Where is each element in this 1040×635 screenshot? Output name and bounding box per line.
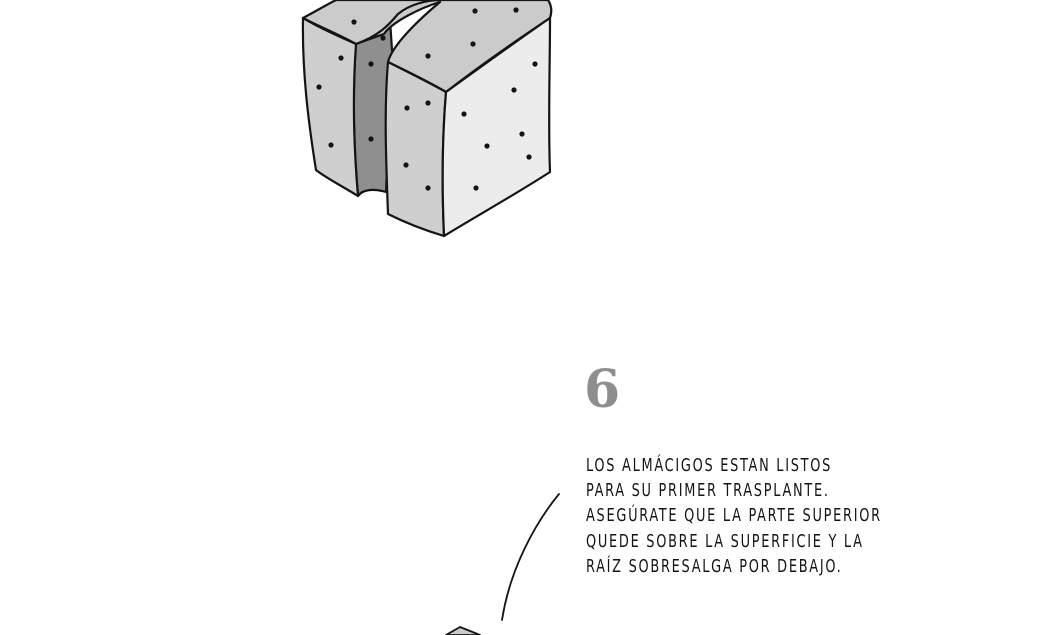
- block-left-front-face: [301, 16, 360, 198]
- block-side-face: [441, 16, 552, 238]
- pointer-line: [501, 493, 560, 621]
- block-right-front-face: [384, 60, 448, 238]
- step-instructions: LOS ALMÁCIGOS ESTAN LISTOS PARA SU PRIME…: [586, 456, 882, 577]
- next-block-top-edge: [445, 626, 481, 635]
- step-number: 6: [584, 359, 621, 420]
- soil-dots: [316, 7, 538, 191]
- cut-soil-block: [301, 0, 553, 238]
- cut-curve-line: [354, 0, 442, 46]
